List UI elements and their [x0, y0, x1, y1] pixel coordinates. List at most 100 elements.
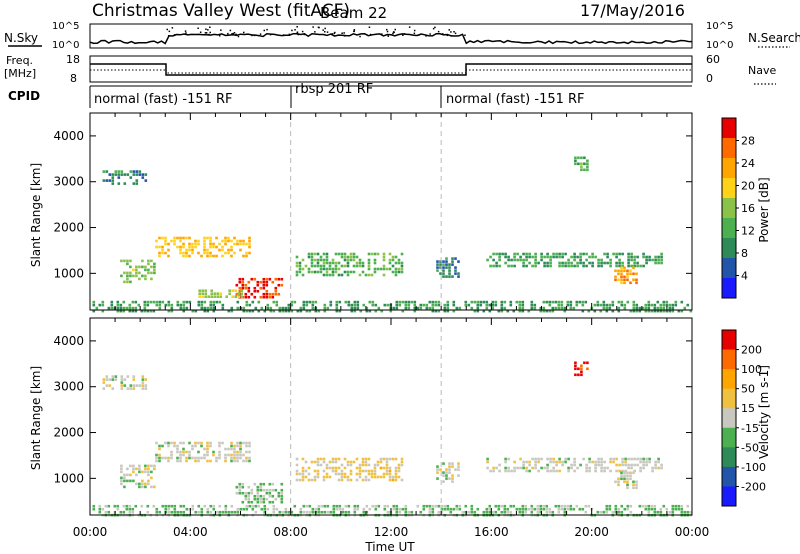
- freq-tick-left-bottom: 8: [70, 72, 77, 85]
- data-cell: [457, 474, 460, 477]
- data-cell: [227, 510, 231, 514]
- data-cell: [337, 457, 341, 461]
- data-cell: [173, 236, 176, 240]
- data-cell: [101, 303, 105, 307]
- data-cell: [331, 258, 335, 262]
- data-cell: [638, 306, 642, 310]
- data-cell: [614, 269, 617, 273]
- data-cell: [304, 460, 308, 464]
- data-cell: [128, 507, 132, 511]
- data-cell: [123, 476, 126, 480]
- data-cell: [122, 510, 126, 514]
- data-cell: [317, 309, 321, 313]
- data-cell: [244, 286, 248, 290]
- data-cell: [349, 478, 353, 482]
- data-cell: [382, 466, 386, 470]
- data-cell: [527, 309, 531, 313]
- data-cell: [236, 456, 239, 460]
- data-cell: [617, 510, 621, 514]
- data-cell: [274, 488, 278, 492]
- data-cell: [398, 510, 402, 514]
- data-cell: [395, 306, 399, 310]
- data-cell: [123, 479, 126, 483]
- data-cell: [454, 272, 457, 275]
- data-cell: [144, 179, 148, 182]
- data-cell: [439, 272, 442, 275]
- data-cell: [657, 258, 660, 262]
- data-cell: [558, 469, 561, 473]
- data-cell: [373, 472, 377, 476]
- data-cell: [277, 283, 281, 287]
- nsearch-point: [220, 29, 222, 31]
- data-cell: [323, 309, 327, 313]
- data-cell: [197, 303, 201, 307]
- data-cell: [400, 460, 404, 464]
- data-cell: [240, 295, 243, 298]
- data-cell: [591, 460, 594, 464]
- data-cell: [516, 466, 519, 470]
- data-cell: [362, 510, 366, 514]
- data-cell: [299, 309, 303, 313]
- data-cell: [338, 507, 342, 511]
- data-cell: [458, 507, 462, 511]
- data-cell: [128, 504, 132, 508]
- power-colorbar-label: Power [dB]: [757, 177, 771, 242]
- data-cell: [147, 268, 150, 272]
- data-cell: [170, 309, 174, 313]
- data-cell: [98, 507, 102, 511]
- data-cell: [585, 469, 588, 473]
- data-cell: [274, 286, 278, 290]
- data-cell: [209, 459, 212, 463]
- data-cell: [257, 300, 261, 304]
- data-cell: [606, 261, 609, 265]
- data-cell: [506, 507, 510, 511]
- nave-trace: [90, 69, 692, 74]
- data-cell: [233, 510, 237, 514]
- data-cell: [516, 252, 519, 256]
- nsearch-point: [288, 33, 291, 36]
- data-cell: [668, 309, 672, 313]
- data-cell: [167, 303, 171, 307]
- data-cell: [497, 507, 501, 511]
- data-cell: [680, 300, 684, 304]
- data-cell: [446, 303, 450, 307]
- data-cell: [328, 460, 332, 464]
- data-cell: [660, 255, 663, 259]
- data-cell: [542, 504, 546, 508]
- data-cell: [654, 255, 657, 259]
- data-cell: [256, 488, 260, 492]
- data-cell: [245, 507, 249, 511]
- data-cell: [367, 252, 371, 256]
- data-cell: [365, 309, 369, 313]
- data-cell: [167, 309, 171, 313]
- data-cell: [479, 303, 483, 307]
- data-cell: [143, 306, 147, 310]
- nave-label: Nave: [748, 64, 776, 77]
- data-cell: [498, 264, 501, 268]
- data-cell: [305, 510, 309, 514]
- data-cell: [328, 273, 332, 277]
- data-cell: [388, 478, 392, 482]
- data-cell: [388, 472, 392, 476]
- data-cell: [358, 273, 362, 277]
- nsearch-point: [343, 32, 345, 34]
- data-cell: [287, 303, 291, 307]
- data-cell: [334, 270, 338, 274]
- data-cell: [608, 306, 612, 310]
- noise-panel: N.Sky N.Search 10^5 10^0 10^5 10^0: [4, 21, 800, 51]
- data-cell: [295, 273, 299, 277]
- data-cell: [528, 469, 531, 473]
- data-cell: [591, 255, 594, 259]
- data-cell: [301, 466, 305, 470]
- data-cell: [644, 309, 648, 313]
- data-cell: [182, 453, 185, 457]
- data-cell: [504, 457, 507, 461]
- data-cell: [572, 306, 576, 310]
- data-cell: [654, 261, 657, 265]
- data-cell: [446, 306, 450, 310]
- data-cell: [665, 300, 669, 304]
- data-cell: [671, 303, 675, 307]
- data-cell: [188, 242, 191, 246]
- data-cell: [600, 463, 603, 467]
- data-cell: [164, 504, 168, 508]
